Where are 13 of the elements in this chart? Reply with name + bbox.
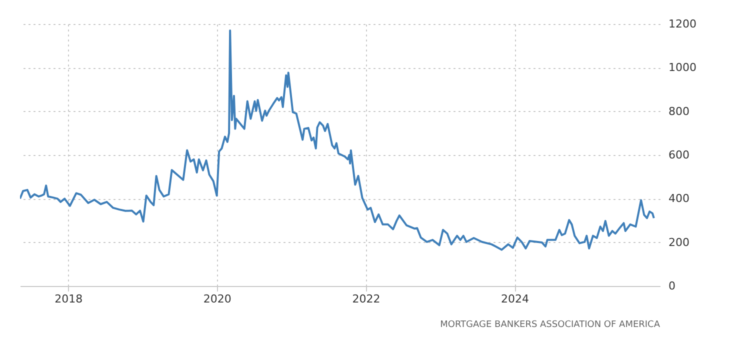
y-tick-label: 1000 [668,61,696,74]
y-tick-label: 800 [668,104,690,118]
y-tick-label: 400 [668,192,690,206]
x-tick-label: 2022 [352,292,380,306]
y-tick-label: 0 [668,280,676,292]
y-tick-label: 200 [668,236,690,249]
y-tick-label: 600 [668,148,690,162]
line-series [20,30,655,251]
x-tick-label: 2020 [203,292,232,306]
x-tick-label: 2024 [501,292,530,306]
x-tick-label: 2018 [54,292,83,306]
text: MORTGAGE BANKERS ASSOCIATION OF AMERICA [440,320,661,330]
y-tick-label: 1200 [668,18,696,30]
